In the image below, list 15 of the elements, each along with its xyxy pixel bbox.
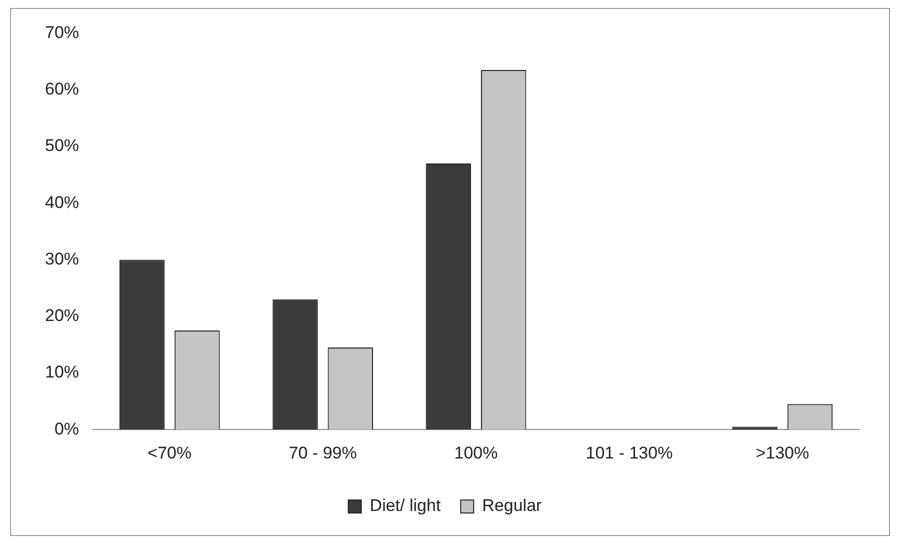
x-tick-label: >130% — [756, 443, 810, 462]
x-tick-label: <70% — [148, 443, 192, 462]
y-tick-label: 60% — [44, 80, 80, 99]
y-tick-label: 10% — [44, 362, 80, 382]
y-tick-label: 20% — [44, 306, 80, 326]
legend-label: Regular — [482, 496, 542, 516]
y-tick-label: 30% — [44, 249, 80, 268]
legend-label: Diet/ light — [370, 496, 441, 516]
x-tick-label: 100% — [454, 443, 498, 462]
y-tick-label: 70% — [44, 22, 80, 42]
y-tick-label: 40% — [44, 192, 80, 212]
x-tick-label: 70 - 99% — [288, 443, 357, 462]
y-tick-label: 0% — [54, 419, 80, 438]
x-tick-label: 101 - 130% — [586, 443, 673, 462]
y-tick-label: 50% — [44, 136, 80, 156]
